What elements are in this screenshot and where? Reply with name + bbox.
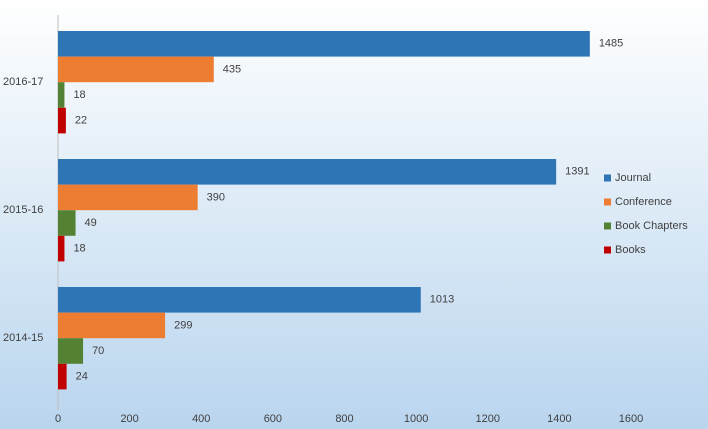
bar [58, 107, 66, 134]
y-tick-label: 2015-16 [3, 204, 43, 216]
bar [58, 363, 67, 390]
bar [58, 235, 65, 262]
data-label: 435 [223, 63, 241, 75]
x-tick-label: 0 [55, 413, 61, 425]
legend-swatch [604, 246, 611, 254]
data-label: 1013 [430, 294, 454, 306]
x-tick-label: 600 [264, 413, 282, 425]
legend-label: Journal [615, 172, 651, 184]
data-label: 18 [73, 243, 85, 255]
x-tick-label: 1000 [404, 413, 428, 425]
bar [58, 210, 76, 236]
x-tick-label: 1400 [547, 413, 571, 425]
x-tick-label: 400 [192, 413, 210, 425]
x-tick-label: 1600 [619, 413, 643, 425]
data-label: 24 [76, 371, 88, 383]
legend-label: Book Chapters [615, 220, 688, 232]
bar [58, 312, 166, 339]
bar [58, 338, 84, 364]
legend-label: Books [615, 244, 646, 256]
bar [58, 82, 65, 108]
data-label: 49 [85, 217, 97, 229]
bar [58, 159, 557, 185]
data-label: 299 [174, 319, 192, 331]
legend-label: Conference [615, 196, 672, 208]
x-tick-label: 1200 [476, 413, 500, 425]
bar [58, 287, 421, 313]
data-label: 390 [207, 191, 225, 203]
bar [58, 31, 590, 57]
data-label: 22 [75, 115, 87, 127]
legend-swatch [604, 198, 611, 206]
legend-swatch [604, 222, 611, 230]
legend-swatch [604, 174, 611, 182]
data-label: 1391 [565, 166, 589, 178]
data-label: 70 [92, 345, 104, 357]
bar [58, 184, 198, 211]
x-tick-label: 200 [120, 413, 138, 425]
data-label: 18 [73, 89, 85, 101]
y-tick-label: 2014-15 [3, 332, 43, 344]
data-label: 1485 [599, 38, 623, 50]
bar [58, 56, 214, 83]
x-tick-label: 800 [335, 413, 353, 425]
y-tick-label: 2016-17 [3, 76, 43, 88]
